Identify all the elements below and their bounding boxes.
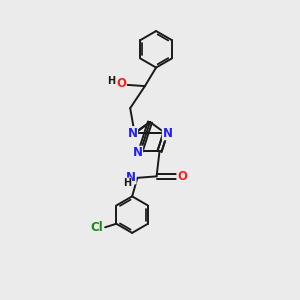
Text: Cl: Cl xyxy=(91,221,103,234)
Text: N: N xyxy=(133,146,142,159)
Text: N: N xyxy=(126,171,136,184)
Text: O: O xyxy=(177,170,187,183)
Text: N: N xyxy=(163,127,172,140)
Text: H: H xyxy=(123,178,131,188)
Text: O: O xyxy=(116,77,126,90)
Text: H: H xyxy=(107,76,116,86)
Text: N: N xyxy=(128,127,137,140)
